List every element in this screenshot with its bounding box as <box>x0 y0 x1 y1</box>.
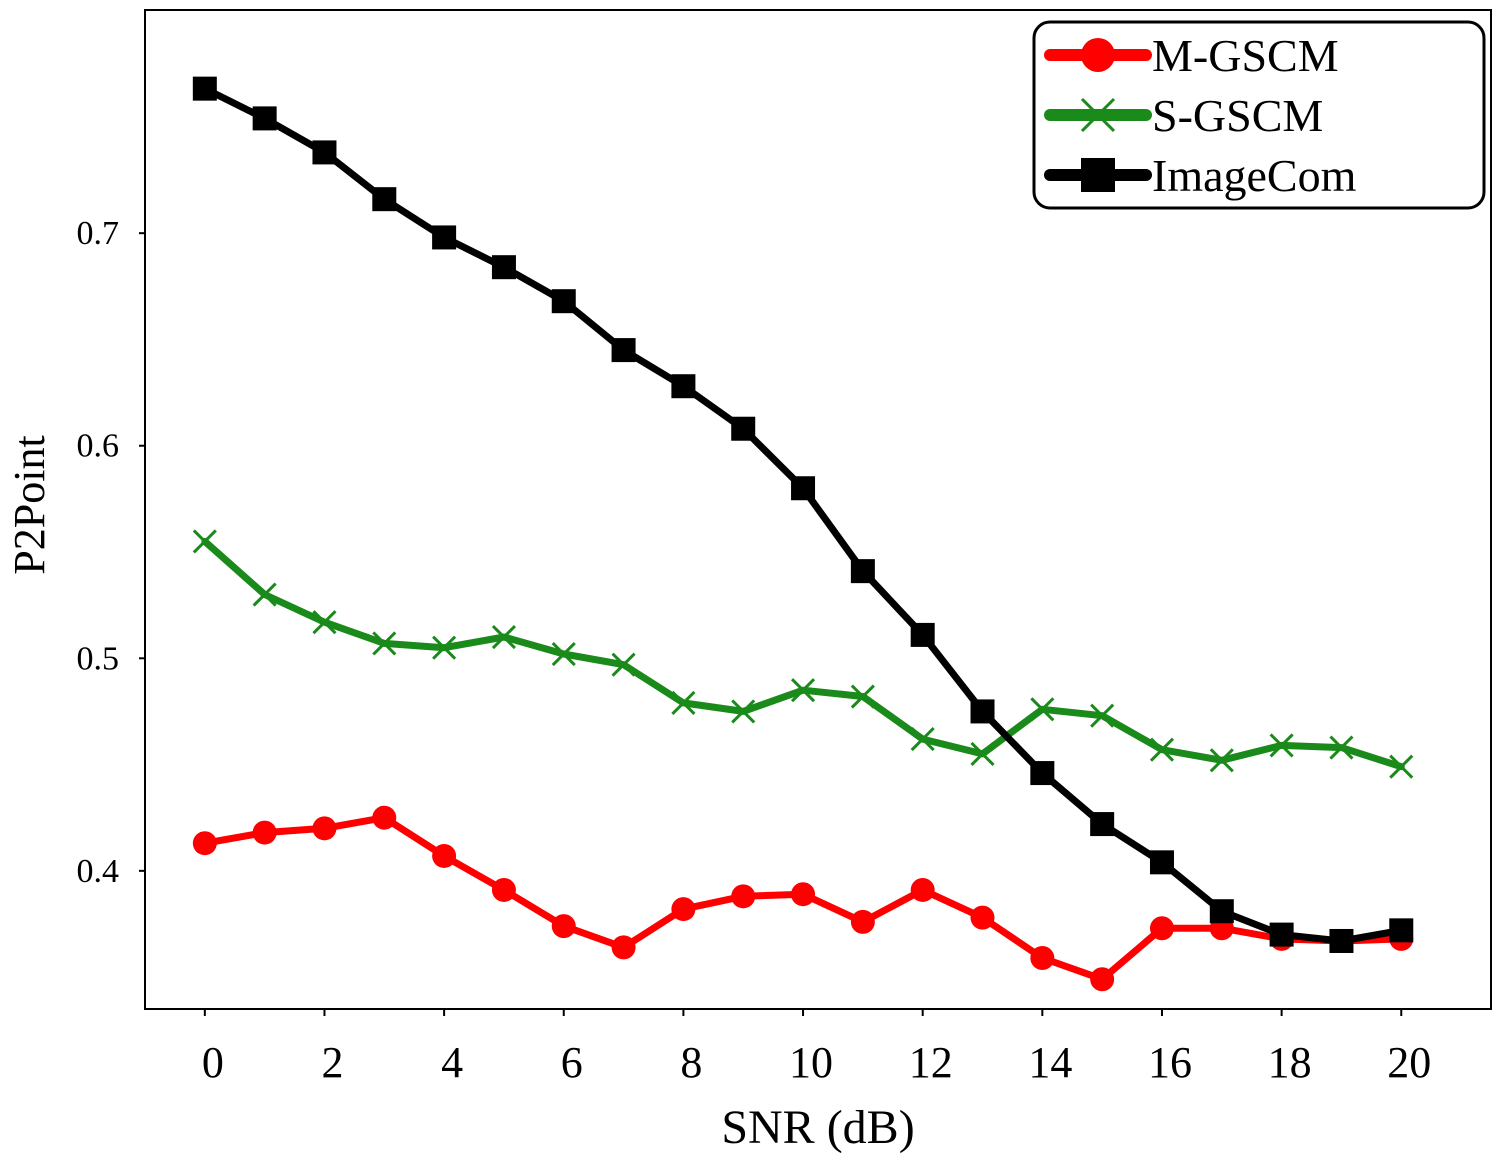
data-point-m-gscm <box>1149 916 1174 941</box>
data-point-s-gscm <box>1090 703 1115 728</box>
x-tick-label: 12 <box>909 1038 953 1087</box>
data-point-m-gscm <box>432 843 457 868</box>
data-point-m-gscm <box>312 816 337 841</box>
data-point-s-gscm <box>372 631 397 656</box>
data-point-s-gscm <box>910 726 935 752</box>
data-point-imagecom <box>1030 761 1055 786</box>
data-point-s-gscm <box>731 699 756 724</box>
data-point-imagecom <box>1269 922 1294 947</box>
data-point-s-gscm <box>850 684 875 709</box>
data-point-m-gscm <box>192 831 217 856</box>
data-point-m-gscm <box>970 905 995 930</box>
x-tick-label: 10 <box>789 1038 833 1087</box>
data-point-imagecom <box>731 416 756 441</box>
data-point-imagecom <box>611 338 636 363</box>
data-point-m-gscm <box>611 935 636 960</box>
data-point-imagecom <box>850 559 875 584</box>
data-point-imagecom <box>791 476 816 501</box>
y-axis-label: P2Point <box>5 435 54 574</box>
x-tick-label: 4 <box>441 1038 463 1087</box>
data-point-m-gscm <box>850 909 875 934</box>
data-point-s-gscm <box>252 582 277 607</box>
data-point-m-gscm <box>551 914 576 939</box>
series-layer <box>192 76 1414 992</box>
data-point-m-gscm <box>372 805 397 830</box>
x-tick-label: 14 <box>1028 1038 1072 1087</box>
data-point-imagecom <box>1149 850 1174 875</box>
data-point-s-gscm <box>611 652 636 677</box>
x-tick-label: 0 <box>202 1038 224 1087</box>
data-point-imagecom <box>671 374 696 399</box>
data-point-imagecom <box>1090 812 1115 837</box>
data-point-imagecom <box>491 255 516 280</box>
y-tick-label: 0.4 <box>77 853 120 890</box>
x-tick-label: 20 <box>1387 1038 1431 1087</box>
x-tick-label: 2 <box>321 1038 343 1087</box>
data-point-s-gscm <box>491 624 516 650</box>
data-point-s-gscm <box>1209 748 1234 773</box>
data-point-m-gscm <box>252 820 277 845</box>
data-point-imagecom <box>252 106 277 131</box>
x-axis: 0 2 4 6 8 10 12 14 16 18 20 <box>202 1009 1431 1087</box>
data-point-m-gscm <box>671 897 696 922</box>
legend-box <box>1032 20 1486 210</box>
data-point-s-gscm <box>1269 733 1294 758</box>
y-tick-label: 0.6 <box>77 428 120 465</box>
data-point-imagecom <box>551 289 576 314</box>
legend-label-imagecom: ImageCom <box>1152 150 1357 201</box>
data-point-s-gscm <box>790 678 816 703</box>
data-point-imagecom <box>312 140 337 165</box>
data-point-imagecom <box>910 622 935 647</box>
data-point-m-gscm <box>1030 945 1055 970</box>
legend-marker-imagecom <box>1081 158 1115 192</box>
x-tick-label: 8 <box>680 1038 702 1087</box>
data-point-m-gscm <box>791 882 816 907</box>
data-point-s-gscm <box>551 641 576 667</box>
data-point-s-gscm <box>1030 697 1055 722</box>
data-point-m-gscm <box>731 884 756 909</box>
x-tick-label: 18 <box>1268 1038 1312 1087</box>
x-tick-label: 6 <box>561 1038 583 1087</box>
data-point-m-gscm <box>1090 967 1115 992</box>
data-point-imagecom <box>432 225 457 250</box>
x-axis-label: SNR (dB) <box>721 1101 914 1154</box>
y-tick-label: 0.5 <box>77 640 120 677</box>
legend-label-m-gscm: M-GSCM <box>1152 30 1339 81</box>
data-point-imagecom <box>192 76 217 101</box>
data-point-s-gscm <box>1389 754 1414 779</box>
data-point-imagecom <box>1329 928 1354 953</box>
legend-label-s-gscm: S-GSCM <box>1152 90 1323 141</box>
data-point-m-gscm <box>491 877 516 902</box>
legend: M-GSCM S-GSCM ImageCom <box>1032 20 1486 210</box>
data-point-s-gscm <box>312 610 337 635</box>
data-point-s-gscm <box>192 529 217 554</box>
y-axis: 0.4 0.5 0.6 0.7 <box>77 215 145 890</box>
data-point-imagecom <box>1209 899 1234 924</box>
data-point-s-gscm <box>1149 737 1175 762</box>
legend-marker-s-gscm <box>1080 97 1116 133</box>
x-tick-label: 16 <box>1148 1038 1192 1087</box>
data-point-s-gscm <box>970 741 995 766</box>
data-point-imagecom <box>1389 918 1414 943</box>
y-tick-label: 0.7 <box>77 215 120 252</box>
data-point-s-gscm <box>671 690 696 715</box>
data-point-m-gscm <box>910 877 935 902</box>
data-point-imagecom <box>970 699 995 724</box>
data-point-imagecom <box>372 187 397 212</box>
data-point-s-gscm <box>1329 735 1354 760</box>
data-point-s-gscm <box>432 635 457 660</box>
legend-marker-m-gscm <box>1081 38 1115 72</box>
